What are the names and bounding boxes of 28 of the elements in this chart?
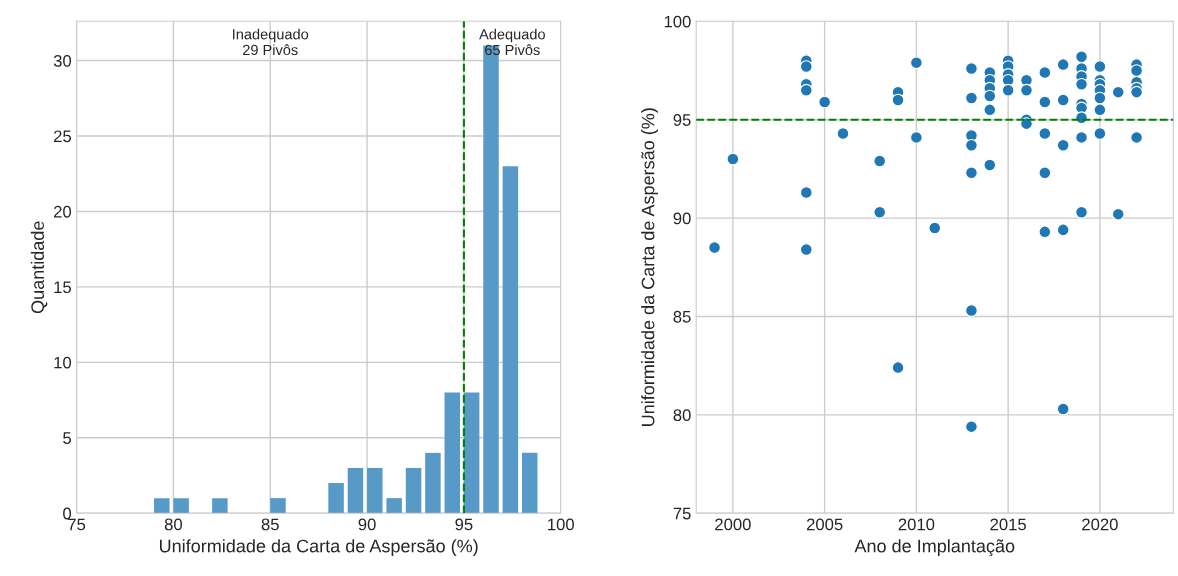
y-tick-label: 85 (673, 310, 691, 323)
x-tick-label: 85 (261, 518, 279, 531)
y-tick-label: 20 (54, 205, 72, 218)
y-tick-label: 10 (54, 356, 72, 369)
x-axis-title: Uniformidade da Carta de Aspersão (%) (159, 539, 478, 556)
x-tick-label: 80 (164, 518, 183, 531)
y-tick-label: 5 (63, 432, 72, 444)
y-axis-title: Uniformidade da Carta de Aspersão (%) (641, 108, 658, 426)
y-tick-label: 25 (54, 130, 72, 143)
x-tick-label: 2015 (990, 518, 1026, 531)
y-tick-label: 15 (54, 281, 72, 294)
y-tick-label: 75 (673, 507, 691, 520)
y-tick-label: 95 (673, 114, 691, 126)
annotation: Inadequado 29 Pivôs (233, 28, 309, 56)
y-tick-label: 80 (673, 409, 691, 422)
y-axis-title: Quantidade (30, 221, 48, 314)
x-tick-label: 2020 (1082, 518, 1118, 531)
x-tick-label: 2010 (898, 518, 935, 531)
x-tick-label: 95 (455, 518, 473, 531)
y-tick-label: 100 (664, 15, 691, 28)
y-tick-label: 30 (53, 54, 72, 67)
x-tick-label: 90 (358, 518, 376, 531)
x-tick-label: 2000 (715, 518, 751, 531)
x-tick-label: 2005 (806, 518, 843, 531)
y-tick-label: 0 (63, 507, 72, 520)
x-axis-title: Ano de Implantação (854, 539, 1015, 557)
y-tick-label: 90 (673, 212, 691, 225)
x-tick-label: 100 (548, 518, 574, 531)
